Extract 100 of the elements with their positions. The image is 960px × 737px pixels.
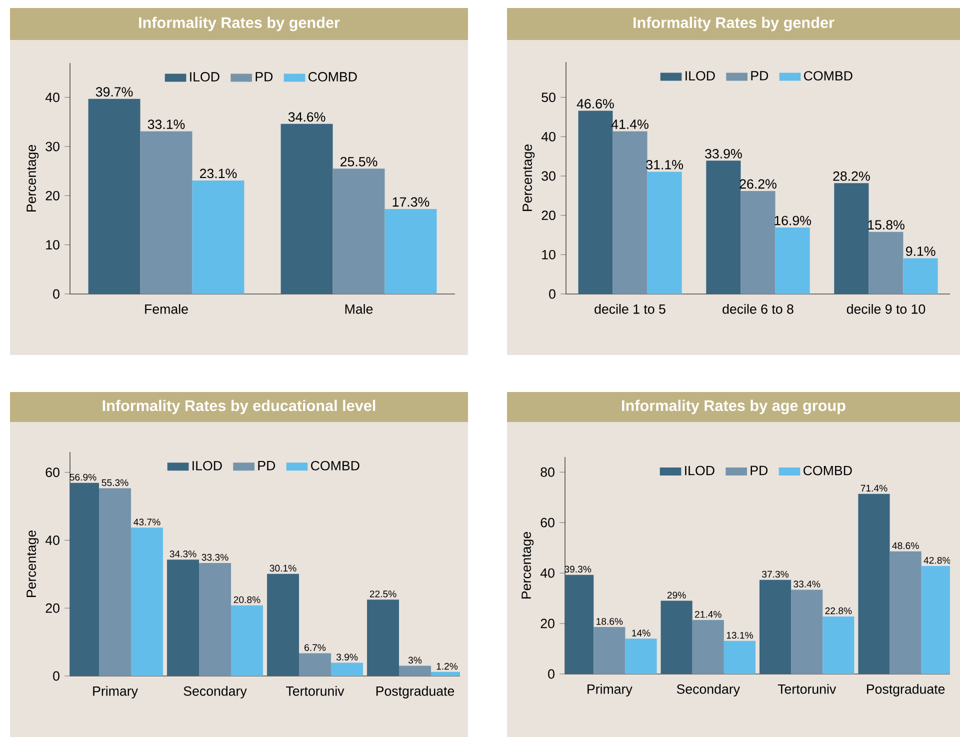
x-tick-label: Tertoruniv bbox=[778, 684, 836, 694]
data-label: 23.1% bbox=[200, 168, 237, 178]
data-label: 14% bbox=[632, 630, 650, 636]
data-label: 22.5% bbox=[370, 590, 396, 598]
y-tick-label: 50 bbox=[542, 92, 556, 102]
x-tick-label: decile 6 to 8 bbox=[722, 304, 794, 314]
bar bbox=[384, 208, 437, 294]
data-label: 33.4% bbox=[794, 580, 820, 588]
bar bbox=[822, 616, 854, 674]
chart-title: Informality Rates by gender bbox=[634, 16, 834, 32]
bar bbox=[775, 228, 810, 294]
legend-label: ILOD bbox=[192, 460, 222, 470]
bar bbox=[578, 110, 613, 294]
x-tick-label: Postgraduate bbox=[376, 686, 454, 698]
data-label: 71.4% bbox=[860, 484, 888, 492]
y-tick-label: 60 bbox=[46, 468, 60, 478]
data-label: 6.7% bbox=[304, 644, 326, 651]
data-label: 34.6% bbox=[288, 112, 326, 122]
bar bbox=[167, 560, 200, 676]
bar bbox=[88, 98, 140, 294]
data-label: 13.1% bbox=[726, 632, 753, 639]
legend-label: ILOD bbox=[190, 72, 220, 82]
bar bbox=[791, 590, 823, 674]
data-label: 46.6% bbox=[576, 99, 614, 108]
data-label: 39.3% bbox=[564, 566, 592, 573]
bar bbox=[834, 183, 869, 294]
x-tick-label: Female bbox=[145, 304, 188, 314]
bar bbox=[692, 620, 724, 674]
data-label: 3.9% bbox=[336, 654, 358, 660]
bar bbox=[231, 605, 264, 676]
y-tick-label: 0 bbox=[549, 289, 556, 299]
bar bbox=[199, 562, 232, 676]
data-label: 31.1% bbox=[646, 160, 684, 170]
y-axis-title: Percentage bbox=[26, 530, 39, 597]
x-tick-label: Primary bbox=[93, 686, 138, 698]
y-tick-label: 10 bbox=[542, 250, 556, 260]
bar bbox=[724, 640, 756, 674]
data-label: 9.1% bbox=[906, 246, 936, 256]
data-label: 55.3% bbox=[102, 479, 128, 486]
y-tick-label: 10 bbox=[46, 240, 60, 250]
y-tick-label: 20 bbox=[46, 603, 60, 613]
data-label: 25.5% bbox=[340, 156, 378, 166]
data-label: 16.9% bbox=[774, 216, 812, 226]
bar bbox=[740, 190, 776, 294]
y-tick-label: 30 bbox=[542, 171, 556, 181]
bar bbox=[192, 180, 244, 294]
data-label: 37.3% bbox=[762, 570, 789, 578]
y-tick-label: 30 bbox=[46, 142, 60, 152]
data-label: 28.2% bbox=[833, 171, 870, 181]
bar bbox=[903, 258, 938, 294]
data-label: 34.3% bbox=[170, 550, 196, 558]
bar bbox=[399, 666, 432, 676]
data-label: 21.4% bbox=[695, 610, 722, 618]
y-axis-title: Percentage bbox=[522, 144, 535, 211]
y-tick-label: 40 bbox=[540, 568, 554, 578]
data-label: 18.6% bbox=[596, 618, 623, 625]
bar bbox=[858, 494, 890, 674]
bar bbox=[612, 131, 648, 294]
x-tick-label: Postgraduate bbox=[867, 684, 945, 696]
y-tick-label: 0 bbox=[53, 671, 60, 681]
bar bbox=[647, 172, 682, 294]
bar bbox=[660, 600, 692, 674]
x-tick-label: decile 9 to 10 bbox=[846, 304, 926, 314]
y-tick-label: 20 bbox=[542, 210, 556, 220]
data-label: 20.8% bbox=[234, 596, 260, 604]
y-axis-title: Percentage bbox=[26, 144, 39, 212]
bar bbox=[280, 124, 333, 294]
x-tick-label: Primary bbox=[588, 684, 632, 696]
legend-label: COMBD bbox=[804, 71, 852, 81]
data-label: 42.8% bbox=[924, 556, 950, 564]
data-label: 30.1% bbox=[270, 564, 296, 572]
x-tick-label: Secondary bbox=[184, 686, 247, 698]
y-tick-label: 60 bbox=[540, 518, 554, 528]
legend-label: COMBD bbox=[311, 460, 360, 470]
data-label: 48.6% bbox=[892, 542, 919, 550]
chart-title: Informality Rates by age group bbox=[622, 400, 846, 414]
x-tick-label: Tertoruniv bbox=[286, 686, 344, 696]
legend-label: PD bbox=[256, 72, 273, 82]
bar bbox=[625, 638, 657, 674]
legend-label: COMBD bbox=[308, 72, 357, 82]
y-tick-label: 0 bbox=[53, 289, 60, 299]
data-label: 43.7% bbox=[134, 518, 160, 526]
y-tick-label: 40 bbox=[45, 536, 60, 545]
legend-label: PD bbox=[258, 461, 276, 470]
data-label: 33.9% bbox=[705, 148, 742, 158]
y-tick-label: 40 bbox=[45, 92, 60, 102]
bar bbox=[331, 662, 364, 676]
x-tick-label: Secondary bbox=[676, 684, 740, 696]
legend-label: ILOD bbox=[686, 71, 715, 81]
y-axis-title: Percentage bbox=[522, 532, 534, 598]
data-label: 3% bbox=[408, 656, 422, 664]
x-tick-label: Male bbox=[345, 304, 373, 314]
bar bbox=[706, 160, 741, 294]
data-label: 33.3% bbox=[202, 554, 228, 561]
data-label: 33.1% bbox=[148, 120, 185, 130]
bar bbox=[267, 574, 300, 676]
bar bbox=[367, 600, 400, 676]
data-label: 29% bbox=[667, 592, 686, 599]
y-tick-label: 20 bbox=[46, 190, 60, 200]
chart-title: Informality Rates by gender bbox=[139, 16, 340, 32]
